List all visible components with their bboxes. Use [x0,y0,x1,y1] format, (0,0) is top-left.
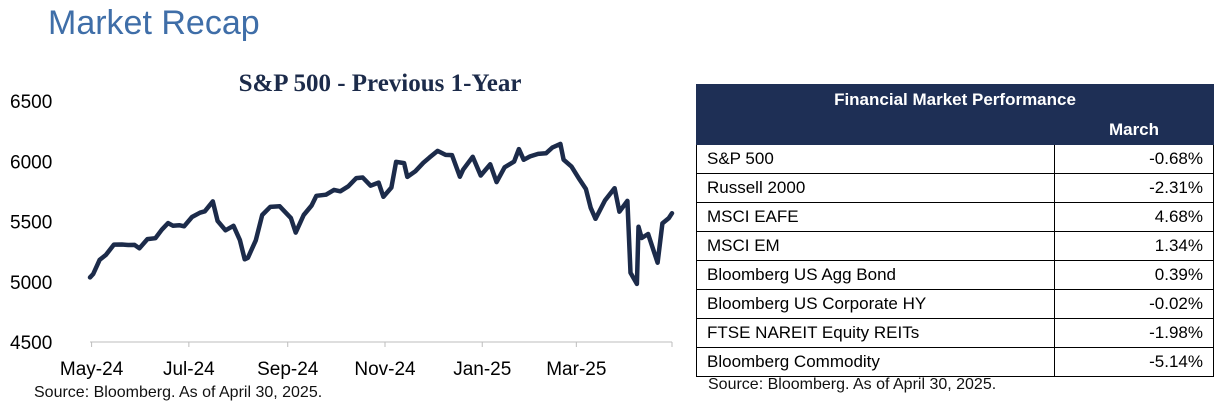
row-value: -2.31% [1054,173,1214,203]
y-tick-label: 4500 [10,333,52,354]
table-row: FTSE NAREIT Equity REITs -1.98% [696,318,1214,348]
series-line [87,141,675,287]
table-source-note: Source: Bloomberg. As of April 30, 2025. [708,376,997,393]
row-value: -5.14% [1054,347,1214,377]
column-header-march: March [1054,115,1214,145]
x-tick-label: Nov-24 [354,359,416,380]
table-row: Russell 2000 -2.31% [696,173,1214,203]
x-tick-label: Jul-24 [163,359,215,380]
table-row: Bloomberg US Agg Bond 0.39% [696,260,1214,290]
row-value: 0.39% [1054,260,1214,290]
y-tick-label: 5000 [10,273,52,294]
row-label: MSCI EAFE [696,202,1055,232]
row-value: 1.34% [1054,231,1214,261]
table-row: Bloomberg US Corporate HY -0.02% [696,289,1214,319]
chart-title: S&P 500 - Previous 1-Year [238,70,522,97]
x-tick-label: Jan-25 [453,359,511,380]
table-title: Financial Market Performance [696,84,1214,116]
row-value: -1.98% [1054,318,1214,348]
table-row: S&P 500 -0.68% [696,144,1214,174]
y-tick-label: 6500 [10,92,52,113]
table-row: MSCI EAFE 4.68% [696,202,1214,232]
row-label: FTSE NAREIT Equity REITs [696,318,1055,348]
row-label: MSCI EM [696,231,1055,261]
x-tick-label: Sep-24 [257,359,319,380]
y-tick-label: 6000 [10,152,52,173]
row-label: Bloomberg US Corporate HY [696,289,1055,319]
chart-source-note: Source: Bloomberg. As of April 30, 2025. [34,384,323,401]
row-label: Russell 2000 [696,173,1055,203]
row-label: S&P 500 [696,144,1055,174]
table-row: Bloomberg Commodity -5.14% [696,347,1214,377]
page-title: Market Recap [48,4,260,42]
sp500-line-chart: 6500 6000 5500 5000 4500 May-24 Jul-24 Sep-24 No… [10,92,675,380]
row-value: 4.68% [1054,202,1214,232]
row-value: -0.02% [1054,289,1214,319]
y-tick-label: 5500 [10,213,52,234]
table-header-blank [696,115,1055,145]
performance-table: Financial Market Performance March S&P 5… [696,84,1214,377]
row-value: -0.68% [1054,144,1214,174]
table-body: S&P 500 -0.68% Russell 2000 -2.31% MSCI EAFE… [696,144,1214,377]
x-tick-label: Mar-25 [546,359,606,380]
table-row: MSCI EM 1.34% [696,231,1214,261]
row-label: Bloomberg Commodity [696,347,1055,377]
row-label: Bloomberg US Agg Bond [696,260,1055,290]
x-tick-label: May-24 [60,359,124,380]
